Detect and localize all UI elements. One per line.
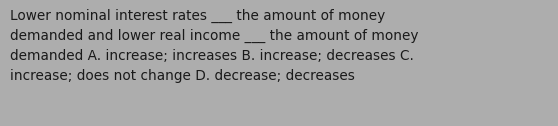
Text: Lower nominal interest rates ___ the amount of money
demanded and lower real inc: Lower nominal interest rates ___ the amo… (10, 9, 418, 83)
